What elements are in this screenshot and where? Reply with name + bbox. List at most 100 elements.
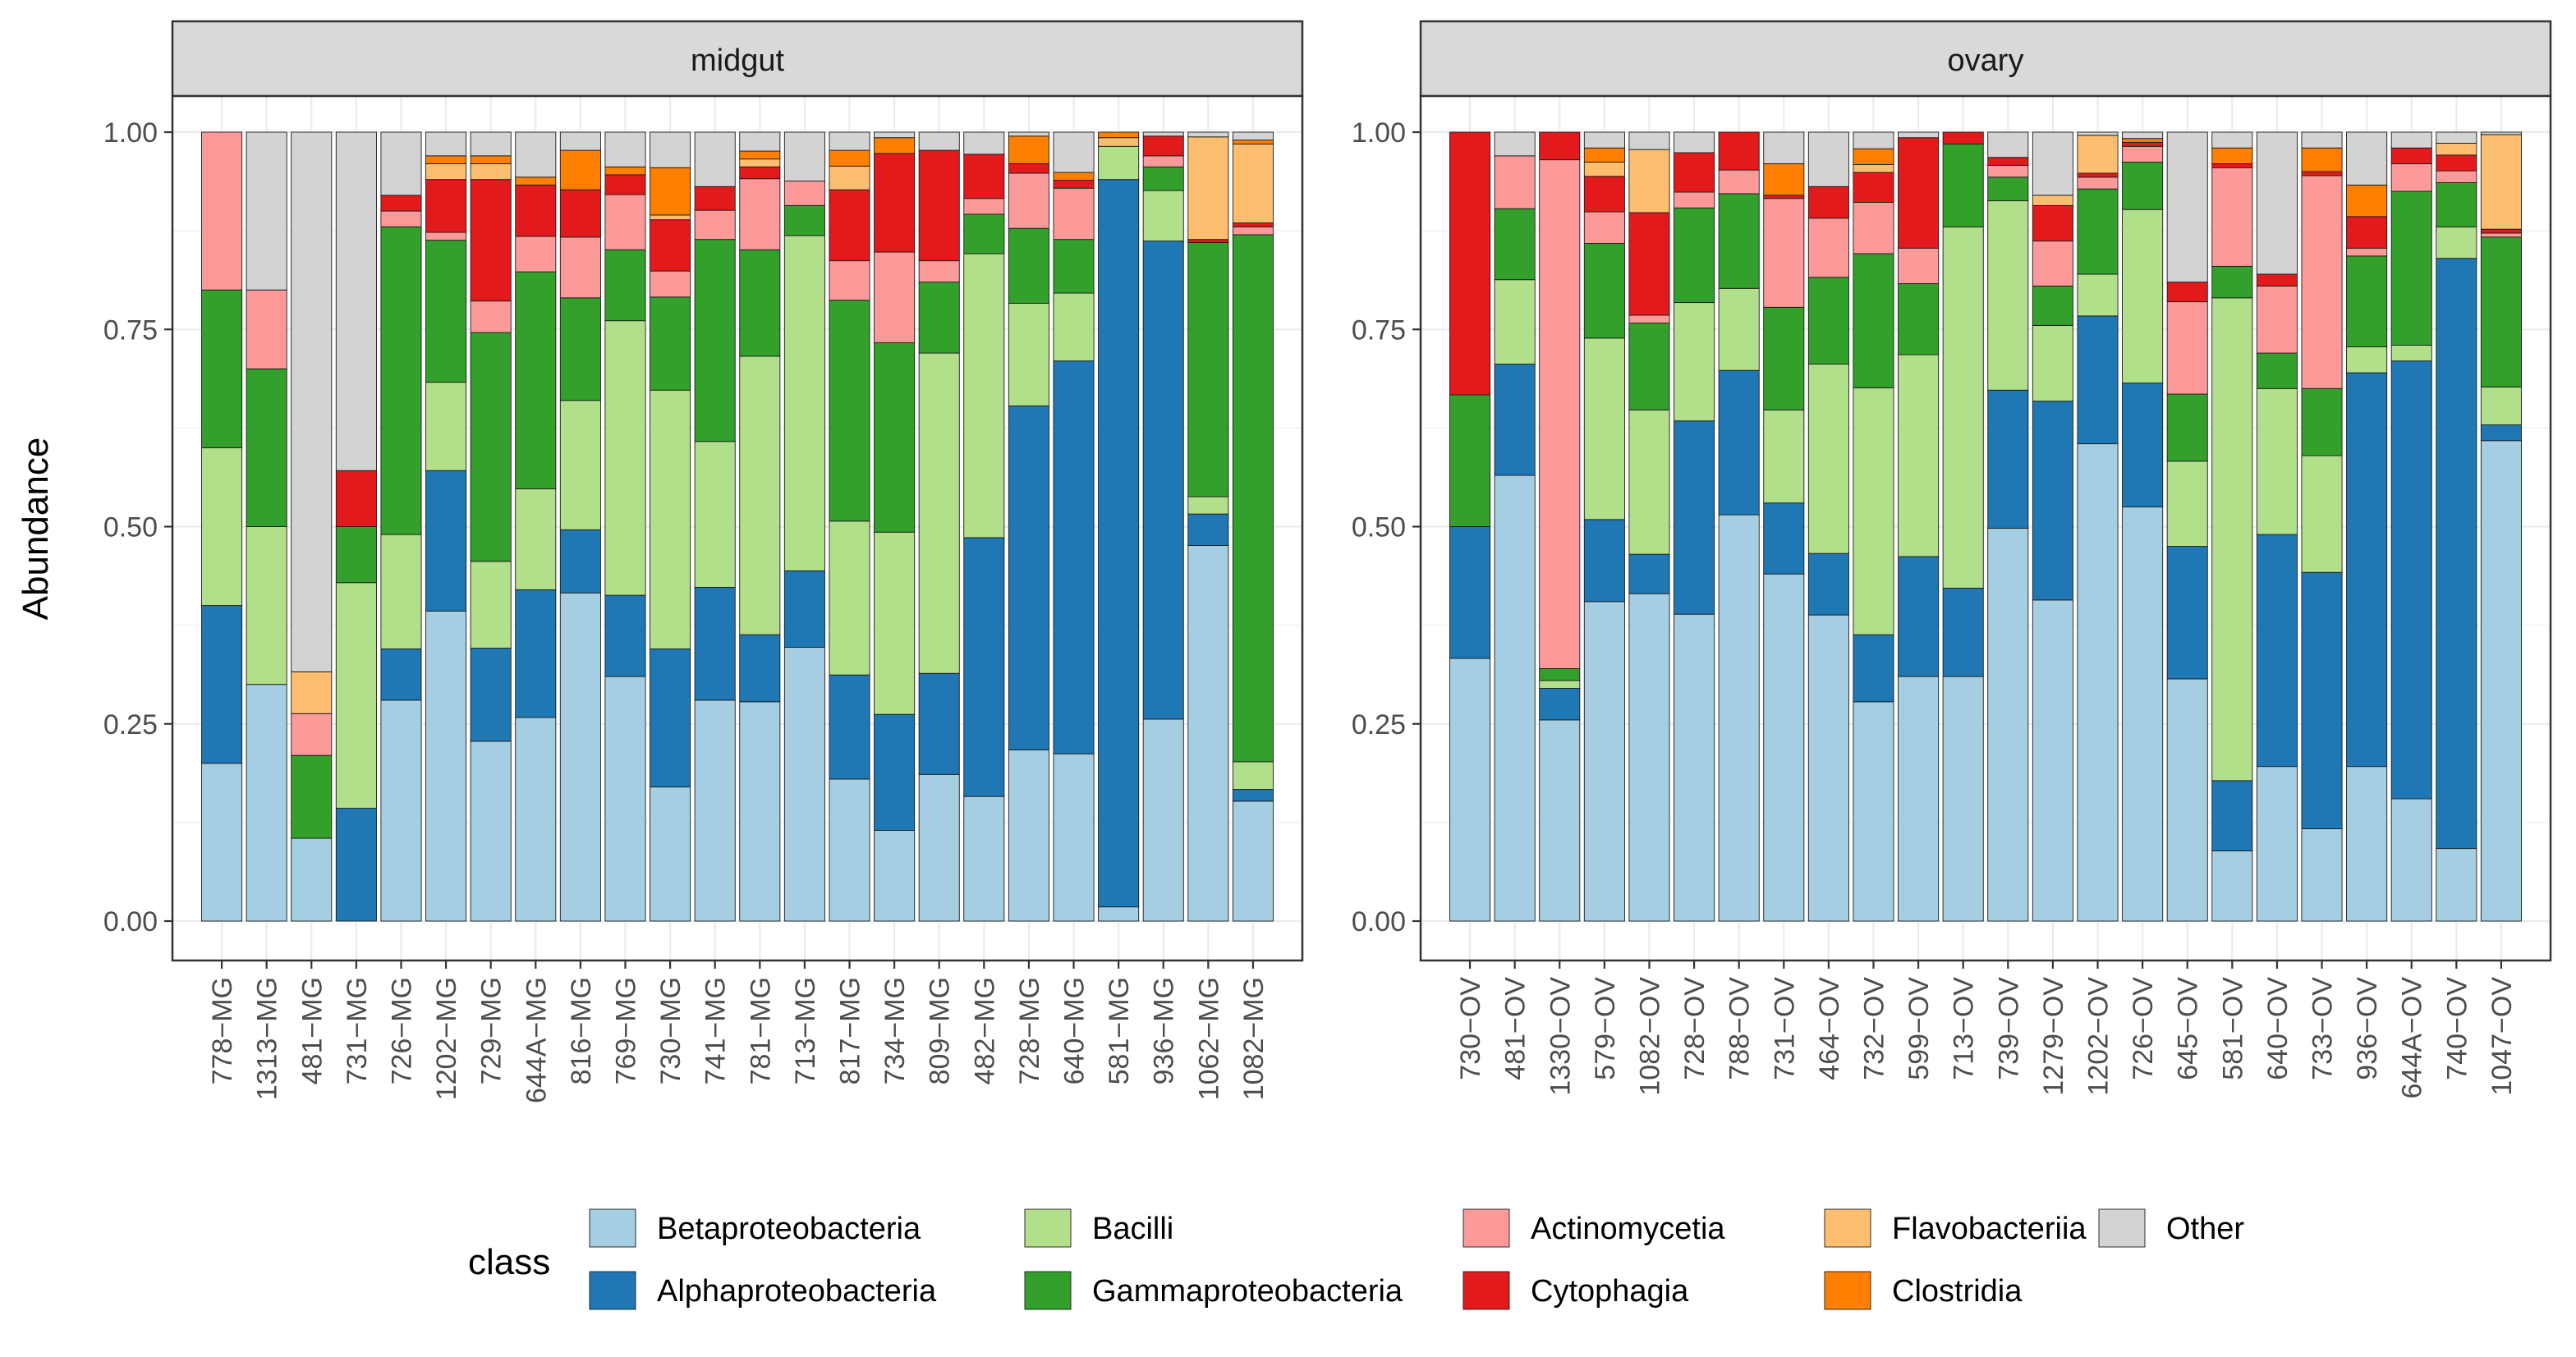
x-tick-label: 728−OV bbox=[1679, 977, 1710, 1080]
bar-segment-clostridia bbox=[1763, 163, 1805, 196]
bar-segment-alphaproteobacteria bbox=[1583, 519, 1625, 603]
bar-segment-bacilli bbox=[2390, 345, 2432, 362]
x-tick-label: 481−OV bbox=[1500, 977, 1531, 1080]
bar-segment-bacilli bbox=[2436, 226, 2477, 259]
x-tick-label: 817−MG bbox=[835, 977, 866, 1084]
bar-segment-other bbox=[1187, 131, 1229, 138]
bar-segment-cytophagia bbox=[963, 154, 1005, 199]
bar-segment-flavobacteriia bbox=[470, 163, 512, 181]
x-tick-label: 936−OV bbox=[2352, 977, 2383, 1080]
bar-segment-actinomycetia bbox=[2436, 170, 2477, 183]
bar-segment-betaproteobacteria bbox=[2390, 798, 2432, 922]
x-tick-label: 741−MG bbox=[700, 977, 732, 1084]
bar-segment-other bbox=[1142, 131, 1184, 137]
y-tick-label: 0.00 bbox=[103, 906, 158, 938]
bar-segment-bacilli bbox=[335, 582, 377, 809]
x-tick-label: 730−OV bbox=[1455, 977, 1486, 1080]
bar-segment-bacilli bbox=[2301, 455, 2343, 573]
bar-segment-actinomycetia bbox=[246, 289, 287, 369]
bar-segment-cytophagia bbox=[604, 174, 646, 195]
bar-segment-bacilli bbox=[246, 526, 287, 685]
x-tick-label: 732−OV bbox=[1858, 977, 1890, 1080]
bar-segment-alphaproteobacteria bbox=[1098, 179, 1140, 908]
bar-segment-gammaproteobacteria bbox=[1674, 207, 1715, 304]
bar-644a-ov bbox=[2390, 131, 2432, 922]
bar-segment-actinomycetia bbox=[2211, 167, 2253, 267]
bar-segment-other bbox=[650, 131, 691, 168]
legend-key-bacilli bbox=[1024, 1208, 1072, 1248]
bar-segment-actinomycetia bbox=[1583, 211, 1625, 244]
legend-item-betaproteobacteria: Betaproteobacteria bbox=[589, 1208, 921, 1248]
bar-segment-gammaproteobacteria bbox=[2436, 182, 2477, 227]
bar-segment-betaproteobacteria bbox=[1898, 676, 1940, 922]
bar-segment-alphaproteobacteria bbox=[2256, 534, 2298, 768]
bar-segment-gammaproteobacteria bbox=[1494, 208, 1536, 281]
bar-segment-betaproteobacteria bbox=[1763, 573, 1805, 922]
bar-segment-bacilli bbox=[2256, 387, 2298, 535]
bar-segment-betaproteobacteria bbox=[874, 830, 916, 922]
bar-segment-gammaproteobacteria bbox=[963, 213, 1005, 254]
bar-segment-gammaproteobacteria bbox=[1449, 394, 1491, 527]
bar-731-mg bbox=[335, 131, 377, 922]
bar-segment-gammaproteobacteria bbox=[650, 296, 691, 391]
bar-segment-alphaproteobacteria bbox=[604, 594, 646, 677]
bar-segment-betaproteobacteria bbox=[2211, 850, 2253, 922]
bar-segment-actinomycetia bbox=[1807, 218, 1849, 278]
bar-segment-cytophagia bbox=[2480, 228, 2522, 234]
bar-732-ov bbox=[1853, 131, 1894, 922]
bar-segment-flavobacteriia bbox=[829, 165, 870, 190]
bar-segment-cytophagia bbox=[2211, 163, 2253, 168]
bar-segment-actinomycetia bbox=[918, 260, 960, 283]
legend-label-alphaproteobacteria: Alphaproteobacteria bbox=[657, 1274, 937, 1309]
bar-segment-cytophagia bbox=[1987, 157, 2029, 166]
bar-segment-actinomycetia bbox=[739, 178, 781, 250]
bar-segment-cytophagia bbox=[559, 189, 601, 238]
bar-segment-gammaproteobacteria bbox=[1583, 243, 1625, 339]
x-axis: 730−OV 481−OV 1330−OV 579−OV 1082−OV 728−OV 78… bbox=[1455, 960, 2518, 1098]
bar-segment-clostridia bbox=[874, 137, 916, 154]
bar-731-ov bbox=[1763, 131, 1805, 922]
bar-segment-actinomycetia bbox=[380, 210, 422, 227]
bar-segment-cytophagia bbox=[2346, 216, 2388, 249]
bar-segment-actinomycetia bbox=[2077, 177, 2119, 190]
bar-segment-betaproteobacteria bbox=[918, 773, 960, 922]
bar-segment-alphaproteobacteria bbox=[2480, 424, 2522, 442]
x-tick-label: 731−OV bbox=[1769, 977, 1800, 1080]
bar-segment-cytophagia bbox=[2256, 273, 2298, 287]
bar-1082-mg bbox=[1232, 131, 1274, 922]
legend-label-flavobacteriia: Flavobacteriia bbox=[1892, 1212, 2087, 1246]
bar-segment-betaproteobacteria bbox=[650, 786, 691, 922]
bar-segment-alphaproteobacteria bbox=[783, 570, 825, 648]
bar-segment-other bbox=[829, 131, 870, 151]
bar-segment-cytophagia bbox=[1008, 163, 1049, 174]
legend-item-gammaproteobacteria: Gammaproteobacteria bbox=[1024, 1271, 1403, 1310]
bar-segment-bacilli bbox=[515, 488, 557, 590]
bar-segment-flavobacteriia bbox=[2077, 135, 2119, 174]
y-tick-label: 1.00 bbox=[1352, 117, 1406, 149]
bar-segment-betaproteobacteria bbox=[963, 795, 1005, 922]
bar-segment-other bbox=[2211, 131, 2253, 149]
x-tick-label: 464−OV bbox=[1814, 977, 1845, 1080]
bar-segment-cytophagia bbox=[1628, 212, 1670, 316]
bar-segment-actinomycetia bbox=[2256, 285, 2298, 354]
bar-segment-betaproteobacteria bbox=[2166, 678, 2208, 922]
bar-segment-bacilli bbox=[1494, 279, 1536, 364]
bar-segment-actinomycetia bbox=[1008, 172, 1049, 229]
bar-segment-other bbox=[1232, 131, 1274, 141]
bar-1202-ov bbox=[2077, 131, 2119, 922]
strip-ovary bbox=[1419, 20, 2552, 98]
bar-segment-betaproteobacteria bbox=[2480, 440, 2522, 922]
bar-segment-alphaproteobacteria bbox=[2122, 383, 2164, 507]
bar-segment-clostridia bbox=[425, 155, 467, 164]
legend-label-clostridia: Clostridia bbox=[1892, 1274, 2023, 1309]
bar-segment-other bbox=[246, 131, 287, 291]
legend-item-actinomycetia: Actinomycetia bbox=[1462, 1208, 1725, 1248]
bar-segment-actinomycetia bbox=[1053, 187, 1095, 241]
bar-segment-actinomycetia bbox=[829, 260, 870, 301]
bar-segment-alphaproteobacteria bbox=[2077, 315, 2119, 445]
bar-segment-clostridia bbox=[2346, 184, 2388, 218]
bar-segment-cytophagia bbox=[1187, 239, 1229, 243]
bar-599-ov bbox=[1898, 131, 1940, 922]
bar-segment-bacilli bbox=[2211, 297, 2253, 782]
bar-segment-actinomycetia bbox=[1628, 314, 1670, 324]
